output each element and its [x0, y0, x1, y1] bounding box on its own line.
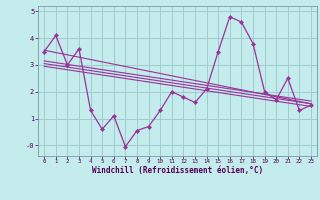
X-axis label: Windchill (Refroidissement éolien,°C): Windchill (Refroidissement éolien,°C) [92, 166, 263, 175]
